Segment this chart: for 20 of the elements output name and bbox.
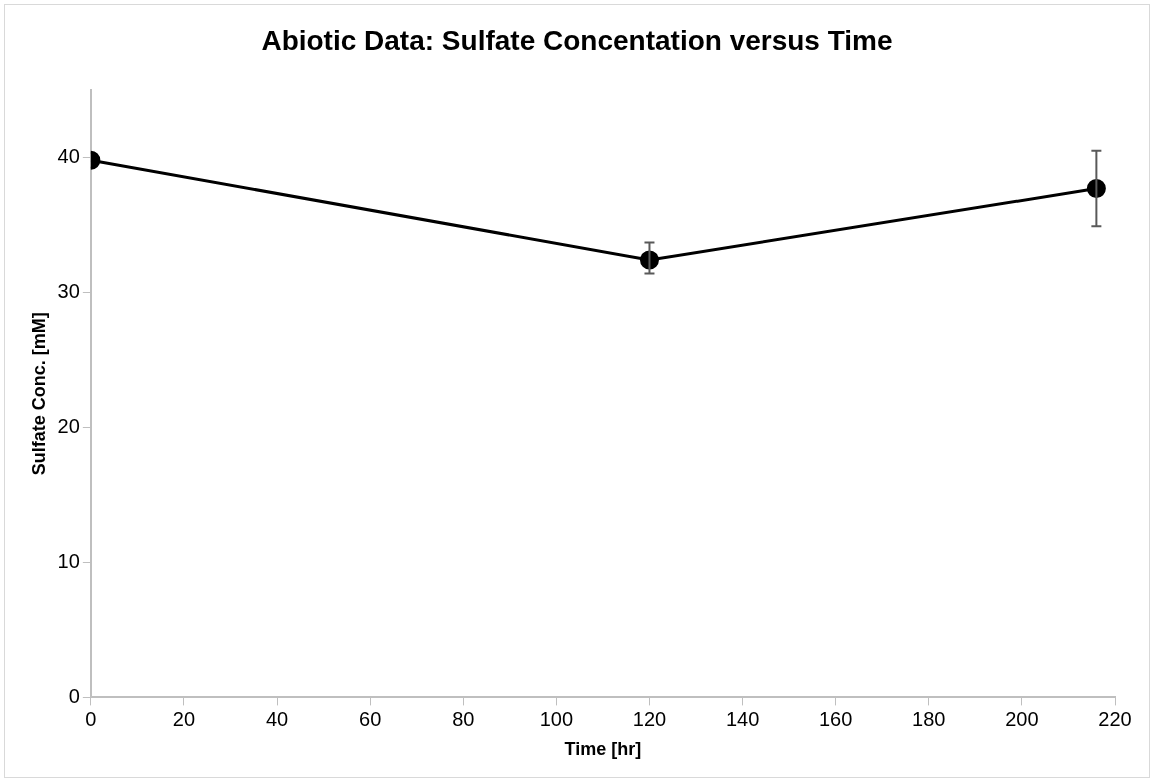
x-axis-title: Time [hr] [564, 739, 642, 760]
x-tick-label: 180 [912, 707, 946, 730]
x-tick-label: 140 [725, 707, 760, 730]
y-tick-label: 30 [57, 279, 80, 302]
y-tick-label: 40 [57, 145, 80, 167]
x-tick-label: 40 [265, 707, 289, 730]
x-tick-label: 120 [632, 707, 667, 730]
x-tick-label: 60 [359, 707, 382, 730]
x-tick-label: 80 [452, 707, 475, 730]
chart-title: Abiotic Data: Sulfate Concentation versus Time [260, 25, 894, 57]
x-tick-label: 200 [1005, 707, 1039, 730]
y-axis-title: Sulfate Conc. [mM] [28, 312, 49, 476]
y-tick-label: 10 [57, 549, 80, 572]
x-tick-label: 160 [819, 707, 853, 730]
y-tick-label: 0 [68, 684, 80, 707]
x-tick-label: 220 [1098, 707, 1132, 730]
x-tick-label: 0 [85, 707, 97, 730]
y-tick-label: 20 [57, 414, 80, 437]
x-tick-label: 20 [172, 707, 196, 730]
x-tick-label: 100 [539, 707, 574, 730]
